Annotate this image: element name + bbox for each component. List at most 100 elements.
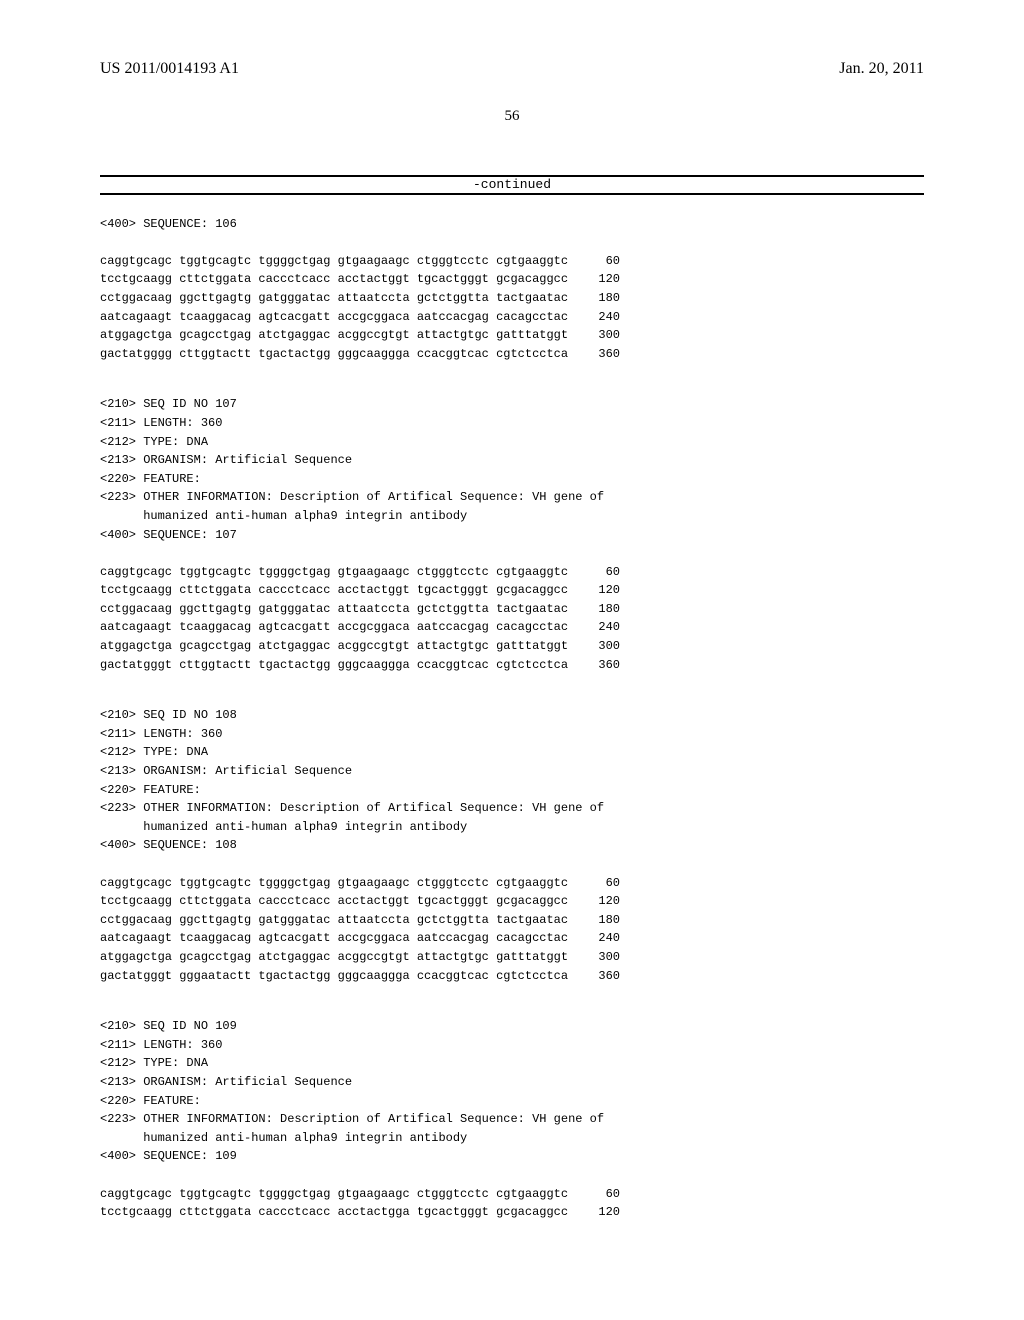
page-header: US 2011/0014193 A1 Jan. 20, 2011 — [100, 60, 924, 78]
sequence-listing: <400> SEQUENCE: 106 caggtgcagc tggtgcagt… — [100, 215, 924, 1254]
sequence-groups: tcctgcaagg cttctggata caccctcacc acctact… — [100, 892, 568, 911]
sequence-header-line: <210> SEQ ID NO 107 — [100, 395, 924, 414]
blank-line — [100, 855, 924, 874]
sequence-row: aatcagaagt tcaaggacag agtcacgatt accgcgg… — [100, 929, 620, 948]
sequence-groups: atggagctga gcagcctgag atctgaggac acggccg… — [100, 948, 568, 967]
sequence-row: caggtgcagc tggtgcagtc tggggctgag gtgaaga… — [100, 874, 620, 893]
sequence-groups: caggtgcagc tggtgcagtc tggggctgag gtgaaga… — [100, 252, 568, 271]
sequence-header-line: <212> TYPE: DNA — [100, 1054, 924, 1073]
sequence-groups: aatcagaagt tcaaggacag agtcacgatt accgcgg… — [100, 618, 568, 637]
sequence-row: caggtgcagc tggtgcagtc tggggctgag gtgaaga… — [100, 563, 620, 582]
sequence-position: 60 — [576, 1185, 620, 1204]
sequence-header-line: <400> SEQUENCE: 108 — [100, 836, 924, 855]
sequence-row: gactatgggt cttggtactt tgactactgg gggcaag… — [100, 656, 620, 675]
sequence-header-line: <400> SEQUENCE: 109 — [100, 1147, 924, 1166]
continued-bar: -continued — [100, 175, 924, 195]
sequence-header-line: <212> TYPE: DNA — [100, 433, 924, 452]
sequence-position: 360 — [568, 967, 620, 986]
sequence-groups: tcctgcaagg cttctggata caccctcacc acctact… — [100, 270, 568, 289]
sequence-header-line: <400> SEQUENCE: 106 — [100, 215, 924, 234]
sequence-header-line: <213> ORGANISM: Artificial Sequence — [100, 1073, 924, 1092]
sequence-position: 300 — [568, 326, 620, 345]
sequence-header-line: humanized anti-human alpha9 integrin ant… — [100, 1129, 924, 1148]
sequence-groups: atggagctga gcagcctgag atctgaggac acggccg… — [100, 326, 568, 345]
sequence-groups: cctggacaag ggcttgagtg gatgggatac attaatc… — [100, 289, 568, 308]
sequence-block: <210> SEQ ID NO 109<211> LENGTH: 360<212… — [100, 1017, 924, 1222]
sequence-position: 360 — [568, 656, 620, 675]
sequence-position: 180 — [568, 289, 620, 308]
sequence-position: 120 — [568, 892, 620, 911]
sequence-row: cctggacaag ggcttgagtg gatgggatac attaatc… — [100, 289, 620, 308]
sequence-row: cctggacaag ggcttgagtg gatgggatac attaatc… — [100, 600, 620, 619]
sequence-position: 300 — [568, 637, 620, 656]
sequence-header-line: <220> FEATURE: — [100, 781, 924, 800]
sequence-header-line: <220> FEATURE: — [100, 470, 924, 489]
sequence-position: 120 — [568, 1203, 620, 1222]
sequence-position: 180 — [568, 600, 620, 619]
sequence-header-line: humanized anti-human alpha9 integrin ant… — [100, 818, 924, 837]
sequence-row: tcctgcaagg cttctggata caccctcacc acctact… — [100, 581, 620, 600]
sequence-position: 180 — [568, 911, 620, 930]
sequence-position: 60 — [576, 563, 620, 582]
sequence-row: gactatgggg cttggtactt tgactactgg gggcaag… — [100, 345, 620, 364]
blank-line — [100, 1166, 924, 1185]
sequence-row: tcctgcaagg cttctggata caccctcacc acctact… — [100, 270, 620, 289]
sequence-groups: tcctgcaagg cttctggata caccctcacc acctact… — [100, 581, 568, 600]
page-container: US 2011/0014193 A1 Jan. 20, 2011 56 -con… — [0, 0, 1024, 1294]
sequence-position: 240 — [568, 929, 620, 948]
sequence-header-line: <213> ORGANISM: Artificial Sequence — [100, 762, 924, 781]
sequence-row: atggagctga gcagcctgag atctgaggac acggccg… — [100, 637, 620, 656]
sequence-groups: caggtgcagc tggtgcagtc tggggctgag gtgaaga… — [100, 874, 568, 893]
sequence-groups: atggagctga gcagcctgag atctgaggac acggccg… — [100, 637, 568, 656]
sequence-header-line: <211> LENGTH: 360 — [100, 1036, 924, 1055]
block-spacer — [100, 1003, 924, 1017]
sequence-row: tcctgcaagg cttctggata caccctcacc acctact… — [100, 1203, 620, 1222]
sequence-header-line: <223> OTHER INFORMATION: Description of … — [100, 488, 924, 507]
blank-line — [100, 233, 924, 252]
sequence-position: 240 — [568, 618, 620, 637]
sequence-header-line: <212> TYPE: DNA — [100, 743, 924, 762]
sequence-row: gactatgggt gggaatactt tgactactgg gggcaag… — [100, 967, 620, 986]
sequence-header-line: <223> OTHER INFORMATION: Description of … — [100, 799, 924, 818]
sequence-groups: gactatgggt gggaatactt tgactactgg gggcaag… — [100, 967, 568, 986]
sequence-groups: caggtgcagc tggtgcagtc tggggctgag gtgaaga… — [100, 1185, 568, 1204]
sequence-header-line: <400> SEQUENCE: 107 — [100, 526, 924, 545]
sequence-header-line: <211> LENGTH: 360 — [100, 414, 924, 433]
block-spacer — [100, 692, 924, 706]
sequence-position: 240 — [568, 308, 620, 327]
sequence-groups: tcctgcaagg cttctggata caccctcacc acctact… — [100, 1203, 568, 1222]
sequence-header-line: <220> FEATURE: — [100, 1092, 924, 1111]
sequence-row: aatcagaagt tcaaggacag agtcacgatt accgcgg… — [100, 308, 620, 327]
sequence-row: atggagctga gcagcctgag atctgaggac acggccg… — [100, 948, 620, 967]
sequence-header-line: humanized anti-human alpha9 integrin ant… — [100, 507, 924, 526]
sequence-position: 60 — [576, 874, 620, 893]
sequence-position: 60 — [576, 252, 620, 271]
sequence-header-line: <210> SEQ ID NO 108 — [100, 706, 924, 725]
sequence-block: <210> SEQ ID NO 108<211> LENGTH: 360<212… — [100, 706, 924, 985]
sequence-header-line: <210> SEQ ID NO 109 — [100, 1017, 924, 1036]
sequence-groups: aatcagaagt tcaaggacag agtcacgatt accgcgg… — [100, 308, 568, 327]
publication-number: US 2011/0014193 A1 — [100, 60, 239, 78]
block-spacer — [100, 381, 924, 395]
sequence-row: caggtgcagc tggtgcagtc tggggctgag gtgaaga… — [100, 1185, 620, 1204]
sequence-groups: cctggacaag ggcttgagtg gatgggatac attaatc… — [100, 600, 568, 619]
sequence-row: aatcagaagt tcaaggacag agtcacgatt accgcgg… — [100, 618, 620, 637]
sequence-groups: caggtgcagc tggtgcagtc tggggctgag gtgaaga… — [100, 563, 568, 582]
sequence-position: 360 — [568, 345, 620, 364]
sequence-groups: cctggacaag ggcttgagtg gatgggatac attaatc… — [100, 911, 568, 930]
sequence-groups: gactatgggt cttggtactt tgactactgg gggcaag… — [100, 656, 568, 675]
sequence-row: atggagctga gcagcctgag atctgaggac acggccg… — [100, 326, 620, 345]
sequence-row: tcctgcaagg cttctggata caccctcacc acctact… — [100, 892, 620, 911]
sequence-header-line: <211> LENGTH: 360 — [100, 725, 924, 744]
sequence-position: 120 — [568, 270, 620, 289]
sequence-header-line: <223> OTHER INFORMATION: Description of … — [100, 1110, 924, 1129]
sequence-position: 120 — [568, 581, 620, 600]
sequence-position: 300 — [568, 948, 620, 967]
sequence-row: cctggacaag ggcttgagtg gatgggatac attaatc… — [100, 911, 620, 930]
sequence-block: <210> SEQ ID NO 107<211> LENGTH: 360<212… — [100, 395, 924, 674]
publication-date: Jan. 20, 2011 — [839, 60, 924, 78]
block-spacer — [100, 1240, 924, 1254]
sequence-block: <400> SEQUENCE: 106 caggtgcagc tggtgcagt… — [100, 215, 924, 364]
sequence-groups: aatcagaagt tcaaggacag agtcacgatt accgcgg… — [100, 929, 568, 948]
blank-line — [100, 544, 924, 563]
